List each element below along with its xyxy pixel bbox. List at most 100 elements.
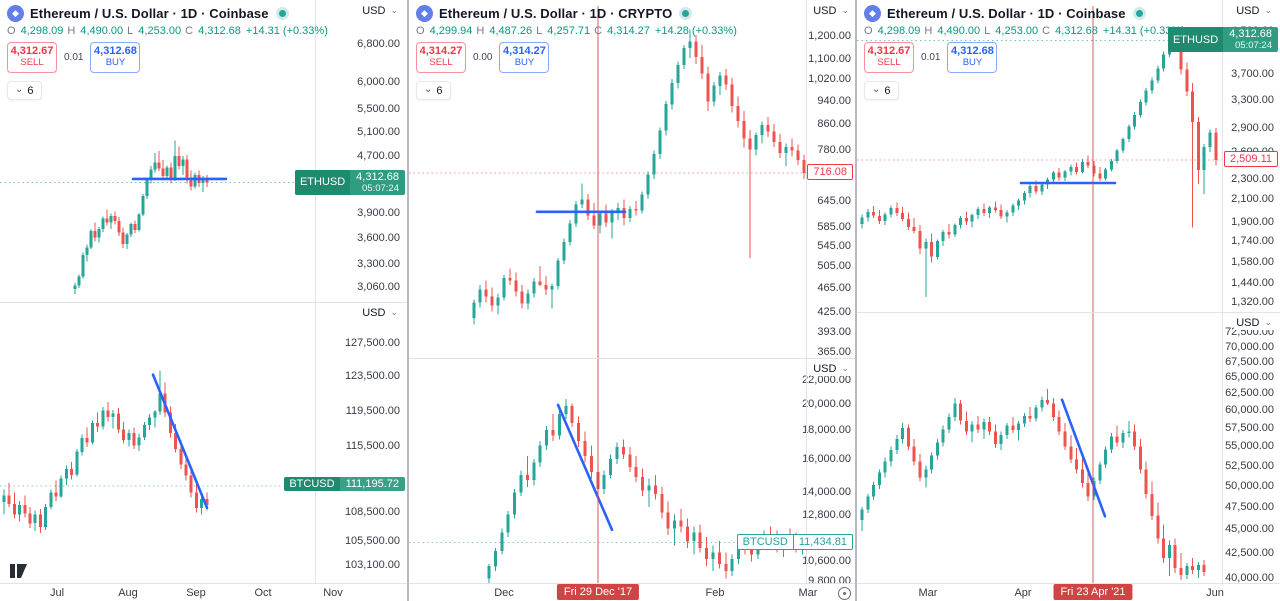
- chevron-down-icon: ⌄: [390, 4, 398, 15]
- buy-button[interactable]: 4,312.68 BUY: [90, 42, 141, 73]
- pane-divider[interactable]: [0, 302, 407, 303]
- change-value: +14.31 (+0.33%): [1102, 25, 1185, 37]
- market-status-icon[interactable]: [278, 9, 286, 17]
- sell-button[interactable]: 4,312.67 SELL: [7, 42, 57, 73]
- go-to-realtime-button[interactable]: [838, 587, 851, 600]
- price-tick: 6,000.00: [357, 76, 400, 89]
- time-axis-border: [0, 583, 407, 584]
- chart-panel-1: ◆ Ethereum / U.S. Dollar · 1D · Coinbase…: [0, 0, 409, 601]
- price-tick: 545.00: [817, 239, 851, 252]
- time-axis-label: Feb: [705, 587, 725, 599]
- time-axis-label: Mar: [918, 587, 938, 599]
- price-tick: 14,000.00: [802, 486, 851, 499]
- pane-divider[interactable]: [857, 312, 1280, 313]
- price-label: 716.08: [807, 164, 853, 181]
- currency-selector[interactable]: USD ⌄: [1234, 4, 1274, 18]
- price-tick: 4,700.00: [357, 150, 400, 163]
- chevron-down-icon: ⌄: [1264, 316, 1272, 327]
- time-axis-label: Jun: [1206, 587, 1224, 599]
- buy-button[interactable]: 4,312.68 BUY: [947, 42, 998, 73]
- change-value: +14.28 (+0.33%): [654, 25, 737, 37]
- price-tick: 45,000.00: [1225, 523, 1274, 536]
- market-status-icon[interactable]: [1135, 9, 1143, 17]
- price-tick: 3,300.00: [1231, 93, 1274, 106]
- symbol-title[interactable]: Ethereum / U.S. Dollar · 1D · CRYPTO: [439, 5, 673, 21]
- indicators-collapse-button[interactable]: ⌄ 6: [7, 81, 42, 101]
- ohlc-values: O 4,298.09 H 4,490.00 L 4,253.00 C 4,312.68 …: [864, 25, 1185, 37]
- chart-panel-3: ◆ Ethereum / U.S. Dollar · 1D · Coinbase…: [857, 0, 1280, 601]
- price-tick: 60,000.00: [1225, 404, 1274, 417]
- spread-value: 0.01: [64, 51, 84, 63]
- time-axis-label: Mar: [798, 587, 818, 599]
- crosshair-date-label: Fri 29 Dec '17: [556, 584, 640, 600]
- pane-divider[interactable]: [409, 358, 855, 359]
- tradingview-logo-icon[interactable]: [10, 564, 27, 584]
- price-tick: 57,500.00: [1225, 421, 1274, 434]
- currency-selector[interactable]: USD ⌄: [811, 4, 851, 18]
- price-tick: 16,000.00: [802, 453, 851, 466]
- time-axis[interactable]: Jul Aug Sep Oct Nov: [0, 584, 407, 601]
- time-axis-label: Apr: [1014, 587, 1032, 599]
- price-tick: 940.00: [817, 94, 851, 107]
- market-status-icon[interactable]: [682, 9, 690, 17]
- price-tick: 3,300.00: [357, 258, 400, 271]
- currency-selector[interactable]: USD ⌄: [360, 4, 400, 18]
- price-label: BTCUSD 111,195.72: [284, 476, 405, 491]
- sell-button[interactable]: 4,312.67 SELL: [864, 42, 914, 73]
- time-axis[interactable]: MarAprMayJunFri 23 Apr '21: [857, 584, 1280, 601]
- chevron-down-icon: ⌄: [1264, 4, 1272, 15]
- price-tick: 40,000.00: [1225, 572, 1274, 584]
- indicators-collapse-button[interactable]: ⌄ 6: [416, 81, 451, 101]
- symbol-title[interactable]: Ethereum / U.S. Dollar · 1D · Coinbase: [887, 5, 1126, 21]
- currency-selector[interactable]: USD ⌄: [1234, 316, 1274, 330]
- symbol-title[interactable]: Ethereum / U.S. Dollar · 1D · Coinbase: [30, 5, 269, 21]
- price-tick: 1,440.00: [1231, 276, 1274, 289]
- price-tick: 2,100.00: [1231, 193, 1274, 206]
- buy-button[interactable]: 4,314.27 BUY: [499, 42, 550, 73]
- currency-selector[interactable]: USD ⌄: [811, 362, 851, 376]
- price-tick: 5,500.00: [357, 102, 400, 115]
- candlestick-chart[interactable]: [0, 0, 409, 583]
- price-tick: 425.00: [817, 305, 851, 318]
- spread-value: 0.01: [921, 51, 941, 63]
- candlestick-chart[interactable]: [857, 0, 1280, 583]
- ohlc-values: O 4,299.94 H 4,487.26 L 4,257.71 C 4,314.27 …: [416, 25, 737, 37]
- price-label: 2,509.11: [1223, 151, 1278, 168]
- ohlc-values: O 4,298.09 H 4,490.00 L 4,253.00 C 4,312.68 …: [7, 25, 328, 37]
- ethereum-icon: ◆: [7, 4, 24, 22]
- time-axis[interactable]: DecJanFebMarFri 29 Dec '17: [409, 584, 855, 601]
- price-label: BTCUSD 11,434.81: [736, 533, 853, 550]
- price-tick: 365.00: [817, 346, 851, 358]
- sell-button[interactable]: 4,314.27 SELL: [416, 42, 466, 73]
- time-axis-label: Oct: [254, 587, 272, 599]
- price-tick: 12,800.00: [802, 508, 851, 521]
- time-axis-border: [409, 583, 855, 584]
- price-tick: 55,000.00: [1225, 440, 1274, 453]
- price-tick: 10,600.00: [802, 555, 851, 568]
- chevron-down-icon: ⌄: [390, 306, 398, 317]
- chevron-down-icon: ⌄: [15, 83, 24, 95]
- price-tick: 62,500.00: [1225, 387, 1274, 400]
- chart-panel-2: ◆ Ethereum / U.S. Dollar · 1D · CRYPTO O…: [409, 0, 857, 601]
- price-tick: 50,000.00: [1225, 479, 1274, 492]
- price-scale-border: [315, 0, 316, 583]
- price-scale-border: [806, 0, 807, 583]
- price-tick: 3,600.00: [357, 231, 400, 244]
- price-tick: 1,740.00: [1231, 234, 1274, 247]
- chevron-down-icon: ⌄: [841, 4, 849, 15]
- candlestick-chart[interactable]: [409, 0, 857, 583]
- time-axis-label: Sep: [186, 587, 206, 599]
- price-tick: 18,000.00: [802, 423, 851, 436]
- price-tick: 3,900.00: [357, 207, 400, 220]
- chart-legend: ◆ Ethereum / U.S. Dollar · 1D · Coinbase…: [864, 4, 1185, 101]
- indicators-collapse-button[interactable]: ⌄ 6: [864, 81, 899, 101]
- currency-selector[interactable]: USD ⌄: [360, 306, 400, 320]
- chevron-down-icon: ⌄: [872, 83, 881, 95]
- price-tick: 70,000.00: [1225, 340, 1274, 353]
- price-tick: 1,580.00: [1231, 256, 1274, 269]
- ethereum-icon: ◆: [864, 4, 881, 22]
- price-tick: 5,100.00: [357, 125, 400, 138]
- price-tick: 1,900.00: [1231, 215, 1274, 228]
- price-tick: 505.00: [817, 259, 851, 272]
